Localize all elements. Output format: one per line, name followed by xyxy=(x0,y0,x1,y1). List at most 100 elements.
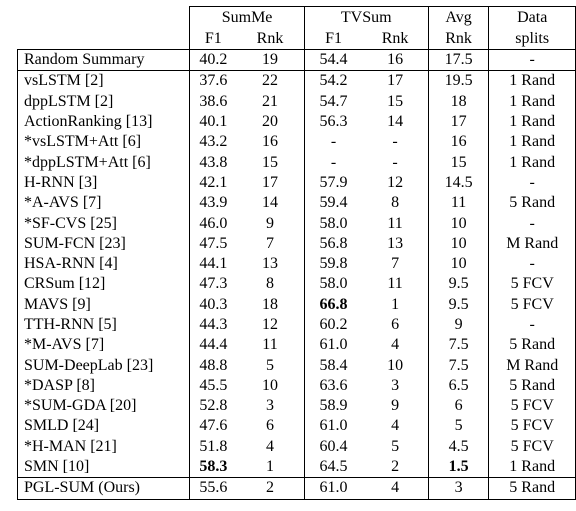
table-cell: 1 Rand xyxy=(488,91,576,112)
table-cell: 20 xyxy=(236,111,305,133)
table-cell: 1 xyxy=(362,294,429,315)
table-cell: 3 xyxy=(236,396,305,417)
method-name: CRSum [12] xyxy=(16,274,191,295)
table-cell: 4 xyxy=(236,436,305,457)
table-cell: 14 xyxy=(362,111,429,133)
table-cell: 13 xyxy=(236,253,305,275)
table-body: Random Summary 40.2 19 54.4 16 17.5- vsLSTM [2… xyxy=(16,48,576,500)
table-cell: M Rand xyxy=(488,355,576,376)
table-cell: 5 Rand xyxy=(488,335,576,356)
table-row: SMN [10] 58.3 1 64.5 2 1.5 1 Rand xyxy=(16,456,576,478)
sub-header: F1 xyxy=(204,29,222,47)
table-cell: 4 xyxy=(362,335,429,356)
table-cell: 61.0 xyxy=(304,477,363,500)
subheader-row: F1 Rnk F1 Rnk Rnk splits xyxy=(17,28,576,50)
table-cell: 9 xyxy=(362,396,429,417)
table-cell: 48.8 xyxy=(199,356,228,374)
table-cell: 16 xyxy=(362,48,429,71)
table-cell: - xyxy=(362,152,429,173)
table-cell: 9 xyxy=(236,213,305,234)
table-cell: 19 xyxy=(236,48,305,71)
method-name: *DASP [8] xyxy=(16,375,191,397)
table-cell: 6 xyxy=(236,416,305,437)
method-name: SUM-FCN [23] xyxy=(16,233,191,254)
group-header: SumMe xyxy=(189,6,305,28)
table-cell: 1 Rand xyxy=(488,456,576,478)
table-cell: 1 Rand xyxy=(488,152,576,173)
table-cell: 61.0 xyxy=(319,417,348,435)
table-cell: 54.4 xyxy=(304,48,363,71)
table-cell: 44.4 xyxy=(199,336,228,354)
method-name: SUM-DeepLab [23] xyxy=(16,355,191,376)
table-cell: 59.8 xyxy=(319,255,348,273)
table-row: PGL-SUM (Ours) 55.6 2 61.0 4 3 5 Rand xyxy=(16,477,576,500)
table-cell: 1 Rand xyxy=(488,70,576,92)
table-cell: 5 FCV xyxy=(488,396,576,417)
table-row: *SUM-GDA [20] 52.8 3 58.9 9 6 5 FCV xyxy=(16,396,576,417)
table-cell: 58.0 xyxy=(319,275,348,293)
table-cell: 58.3 xyxy=(190,457,236,478)
best-value: 1.5 xyxy=(448,458,469,476)
sub-header: Rnk xyxy=(236,28,305,50)
table-row: TTH-RNN [5] 44.3 12 60.2 6 9- xyxy=(16,314,576,336)
table-cell: 4 xyxy=(362,416,429,437)
table-cell: 6 xyxy=(428,396,490,417)
table-row: SUM-FCN [23] 47.5 7 56.8 13 10 M Rand xyxy=(16,233,576,254)
table-row: H-RNN [3] 42.1 17 57.9 12 14.5- xyxy=(16,172,576,194)
method-name: vsLSTM [2] xyxy=(16,70,191,92)
table-cell: 10 xyxy=(428,233,490,254)
table-cell: 43.8 xyxy=(199,153,228,171)
table-cell: 11 xyxy=(362,274,429,295)
header-blank xyxy=(17,6,191,28)
table-cell: 64.5 xyxy=(319,458,348,476)
table-cell: 40.1 xyxy=(199,113,228,131)
method-name: *A-AVS [7] xyxy=(16,193,191,214)
table-cell: 22 xyxy=(236,70,305,92)
table-cell: 15 xyxy=(428,152,490,173)
table-cell: 15 xyxy=(236,152,305,173)
table-cell: 12 xyxy=(362,172,429,194)
table-cell: 58.4 xyxy=(319,356,348,374)
table-cell: - xyxy=(488,172,576,194)
table-row: SMLD [24] 47.6 6 61.0 4 5 5 FCV xyxy=(16,416,576,437)
table-cell: 5 Rand xyxy=(488,193,576,214)
table-cell: - xyxy=(330,153,337,171)
method-name: dppLSTM [2] xyxy=(16,91,191,112)
table-cell: 14.5 xyxy=(428,172,490,194)
table-cell: 40.2 xyxy=(189,48,237,71)
sub-header: splits xyxy=(488,28,576,50)
table-cell: 10 xyxy=(362,355,429,376)
table-cell: 5 FCV xyxy=(488,416,576,437)
table-cell: 44.3 xyxy=(199,316,228,333)
table-cell: - xyxy=(330,133,337,151)
table-cell: 17 xyxy=(236,172,305,194)
table-cell: 60.4 xyxy=(319,437,348,455)
table-cell: 58.9 xyxy=(319,397,348,415)
table-cell: 10 xyxy=(428,253,490,275)
table-header: SumMe TVSum Avg Data F1 Rnk F1 Rnk Rnk s… xyxy=(17,6,576,50)
table-cell: 51.8 xyxy=(199,437,228,455)
table-cell: 57.9 xyxy=(319,173,348,191)
table-cell: - xyxy=(488,213,576,234)
method-name: ActionRanking [13] xyxy=(16,111,191,133)
table-cell: 55.6 xyxy=(189,477,237,500)
method-name: *H-MAN [21] xyxy=(16,436,191,457)
method-name: PGL-SUM (Ours) xyxy=(16,477,191,500)
table-cell: 1.5 xyxy=(428,456,490,478)
table-cell: 18 xyxy=(428,91,490,112)
table-cell: 47.6 xyxy=(199,417,228,435)
table-cell: 9.5 xyxy=(428,274,490,295)
table-cell: 2 xyxy=(236,477,305,500)
table-cell: 56.8 xyxy=(319,234,348,252)
table-cell: 61.0 xyxy=(319,336,348,354)
table-cell: 18 xyxy=(236,294,305,315)
table-cell: 1 Rand xyxy=(488,132,576,153)
table-cell: 6 xyxy=(362,314,429,336)
table-cell: - xyxy=(488,314,576,336)
table-cell: 5 xyxy=(236,355,305,376)
group-header: Avg xyxy=(428,6,490,28)
table-cell: 7.5 xyxy=(428,335,490,356)
table-cell: - xyxy=(488,253,576,275)
method-name: SMN [10] xyxy=(16,456,191,478)
